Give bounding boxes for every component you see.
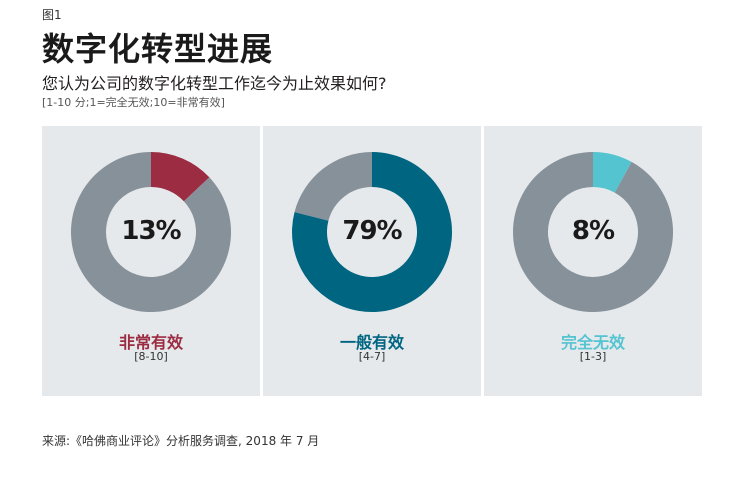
donut-panels: 13% 非常有效 [8-10] 79% 一般有效 [4-7] 8% 完全无效 […	[42, 126, 702, 396]
donut-remainder-segment	[70, 152, 231, 312]
source-note: 来源:《哈佛商业评论》分析服务调查, 2018 年 7 月	[42, 434, 320, 448]
donut-value-segment	[593, 152, 632, 193]
donut-value-segment	[151, 152, 210, 202]
range-label: [4-7]	[358, 350, 386, 363]
chart-title: 数字化转型进展	[42, 30, 274, 68]
range-label: [1-3]	[579, 350, 607, 363]
donut-chart-not-effective	[513, 152, 673, 312]
percentage-label: 13%	[121, 216, 181, 246]
percentage-label: 8%	[571, 216, 615, 246]
donut-remainder-segment	[294, 152, 372, 221]
chart-subtitle: 您认为公司的数字化转型工作迄今为止效果如何?	[42, 74, 387, 93]
donut-value-segment	[292, 152, 452, 312]
donut-remainder-segment	[513, 152, 673, 312]
figure-label: 图1	[42, 8, 62, 22]
category-label: 一般有效	[339, 333, 404, 352]
category-label: 完全无效	[560, 333, 625, 352]
scale-note: [1-10 分;1=完全无效;10=非常有效]	[42, 96, 225, 109]
donut-chart-very-effective	[70, 152, 231, 312]
panel-somewhat-effective: 79% 一般有效 [4-7]	[263, 126, 481, 396]
range-label: [8-10]	[134, 350, 168, 363]
percentage-label: 79%	[342, 216, 402, 246]
panel-not-effective: 8% 完全无效 [1-3]	[484, 126, 702, 396]
category-label: 非常有效	[118, 333, 183, 352]
panel-very-effective: 13% 非常有效 [8-10]	[42, 126, 260, 396]
donut-chart-somewhat-effective	[292, 152, 452, 312]
